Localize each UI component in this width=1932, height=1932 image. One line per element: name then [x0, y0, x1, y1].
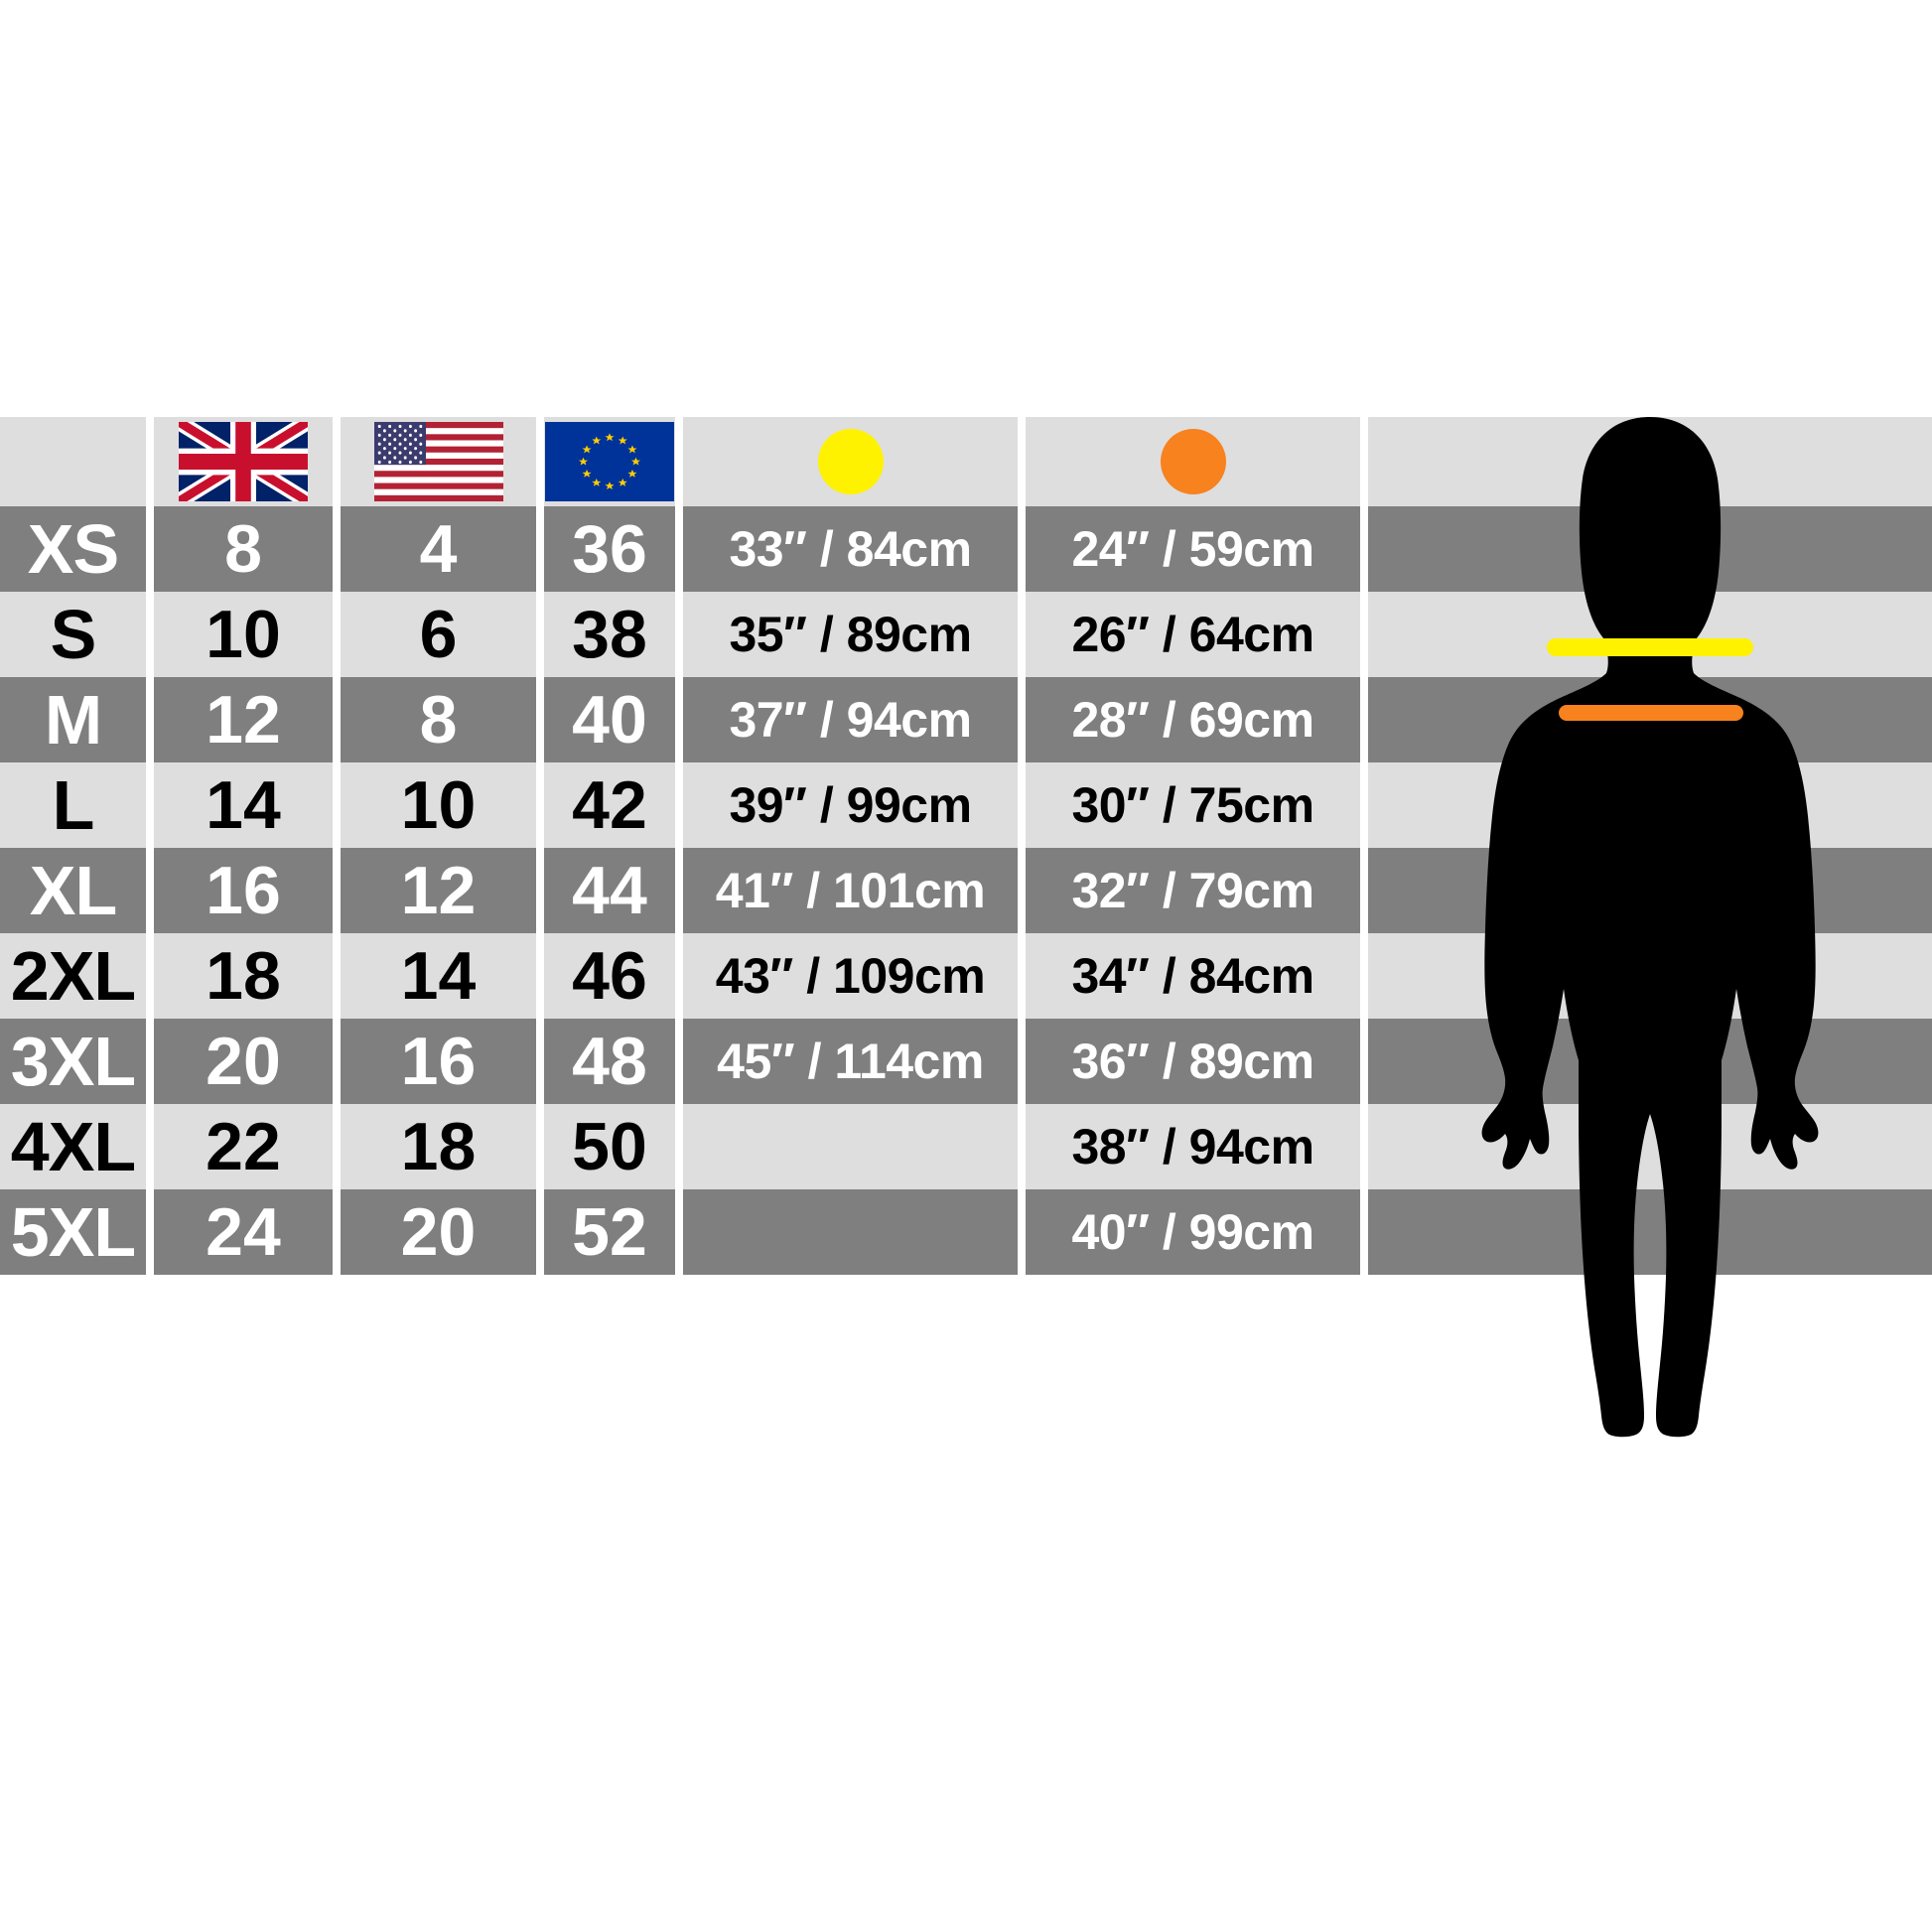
orange-dot-icon — [1160, 429, 1226, 494]
size-conversion-table: XS 8 4 36 33″ / 84cm 24″ / 59cm S 10 6 38 35″ / 89… — [0, 417, 1932, 1275]
cell-us: 20 — [341, 1189, 544, 1275]
header-size — [0, 417, 154, 506]
cell-uk: 20 — [154, 1019, 341, 1104]
cell-waist: 34″ / 84cm — [1026, 933, 1368, 1019]
cell-chest — [683, 1104, 1026, 1189]
cell-us: 14 — [341, 933, 544, 1019]
cell-eu: 44 — [544, 848, 683, 933]
cell-size: L — [0, 762, 154, 848]
cell-us: 18 — [341, 1104, 544, 1189]
cell-figure-stripe — [1368, 848, 1932, 933]
table-row: XS 8 4 36 33″ / 84cm 24″ / 59cm — [0, 506, 1932, 592]
table-row: M 12 8 40 37″ / 94cm 28″ / 69cm — [0, 677, 1932, 762]
yellow-dot-icon — [817, 429, 884, 494]
cell-chest: 45″ / 114cm — [683, 1019, 1026, 1104]
cell-us: 6 — [341, 592, 544, 677]
cell-uk: 22 — [154, 1104, 341, 1189]
cell-eu: 38 — [544, 592, 683, 677]
cell-us: 12 — [341, 848, 544, 933]
table-row: L 14 10 42 39″ / 99cm 30″ / 75cm — [0, 762, 1932, 848]
cell-eu: 40 — [544, 677, 683, 762]
cell-eu: 46 — [544, 933, 683, 1019]
cell-us: 8 — [341, 677, 544, 762]
cell-chest — [683, 1189, 1026, 1275]
cell-chest: 35″ / 89cm — [683, 592, 1026, 677]
header-figure — [1368, 417, 1932, 506]
table-row: 4XL 22 18 50 38″ / 94cm — [0, 1104, 1932, 1189]
cell-waist: 32″ / 79cm — [1026, 848, 1368, 933]
cell-waist: 30″ / 75cm — [1026, 762, 1368, 848]
cell-size: 2XL — [0, 933, 154, 1019]
cell-figure-stripe — [1368, 506, 1932, 592]
cell-figure-stripe — [1368, 677, 1932, 762]
table-row: XL 16 12 44 41″ / 101cm 32″ / 79cm — [0, 848, 1932, 933]
header-eu — [544, 417, 683, 506]
table-row: 2XL 18 14 46 43″ / 109cm 34″ / 84cm — [0, 933, 1932, 1019]
cell-figure-stripe — [1368, 1104, 1932, 1189]
cell-eu: 36 — [544, 506, 683, 592]
cell-waist: 38″ / 94cm — [1026, 1104, 1368, 1189]
cell-us: 10 — [341, 762, 544, 848]
cell-size: S — [0, 592, 154, 677]
header-chest — [683, 417, 1026, 506]
table-row: S 10 6 38 35″ / 89cm 26″ / 64cm — [0, 592, 1932, 677]
cell-figure-stripe — [1368, 762, 1932, 848]
cell-size: 5XL — [0, 1189, 154, 1275]
cell-waist: 36″ / 89cm — [1026, 1019, 1368, 1104]
cell-waist: 28″ / 69cm — [1026, 677, 1368, 762]
cell-uk: 18 — [154, 933, 341, 1019]
cell-size: XS — [0, 506, 154, 592]
cell-chest: 37″ / 94cm — [683, 677, 1026, 762]
cell-waist: 40″ / 99cm — [1026, 1189, 1368, 1275]
cell-size: M — [0, 677, 154, 762]
cell-chest: 41″ / 101cm — [683, 848, 1026, 933]
cell-eu: 42 — [544, 762, 683, 848]
cell-eu: 52 — [544, 1189, 683, 1275]
table-header-row — [0, 417, 1932, 506]
header-us — [341, 417, 544, 506]
cell-uk: 12 — [154, 677, 341, 762]
cell-uk: 10 — [154, 592, 341, 677]
table-row: 5XL 24 20 52 40″ / 99cm — [0, 1189, 1932, 1275]
cell-waist: 26″ / 64cm — [1026, 592, 1368, 677]
table-row: 3XL 20 16 48 45″ / 114cm 36″ / 89cm — [0, 1019, 1932, 1104]
cell-eu: 48 — [544, 1019, 683, 1104]
cell-figure-stripe — [1368, 592, 1932, 677]
table-body: XS 8 4 36 33″ / 84cm 24″ / 59cm S 10 6 38 35″ / 89… — [0, 506, 1932, 1275]
cell-us: 4 — [341, 506, 544, 592]
header-uk — [154, 417, 341, 506]
cell-chest: 33″ / 84cm — [683, 506, 1026, 592]
us-flag-icon — [373, 422, 503, 501]
cell-eu: 50 — [544, 1104, 683, 1189]
cell-chest: 39″ / 99cm — [683, 762, 1026, 848]
cell-size: 3XL — [0, 1019, 154, 1104]
cell-figure-stripe — [1368, 1019, 1932, 1104]
header-waist — [1026, 417, 1368, 506]
cell-uk: 16 — [154, 848, 341, 933]
cell-uk: 24 — [154, 1189, 341, 1275]
cell-figure-stripe — [1368, 1189, 1932, 1275]
eu-flag-icon — [545, 422, 674, 501]
cell-us: 16 — [341, 1019, 544, 1104]
cell-uk: 8 — [154, 506, 341, 592]
cell-chest: 43″ / 109cm — [683, 933, 1026, 1019]
cell-size: 4XL — [0, 1104, 154, 1189]
cell-uk: 14 — [154, 762, 341, 848]
cell-waist: 24″ / 59cm — [1026, 506, 1368, 592]
uk-flag-icon — [179, 422, 308, 501]
size-chart: XS 8 4 36 33″ / 84cm 24″ / 59cm S 10 6 38 35″ / 89… — [0, 417, 1932, 1438]
cell-size: XL — [0, 848, 154, 933]
cell-figure-stripe — [1368, 933, 1932, 1019]
